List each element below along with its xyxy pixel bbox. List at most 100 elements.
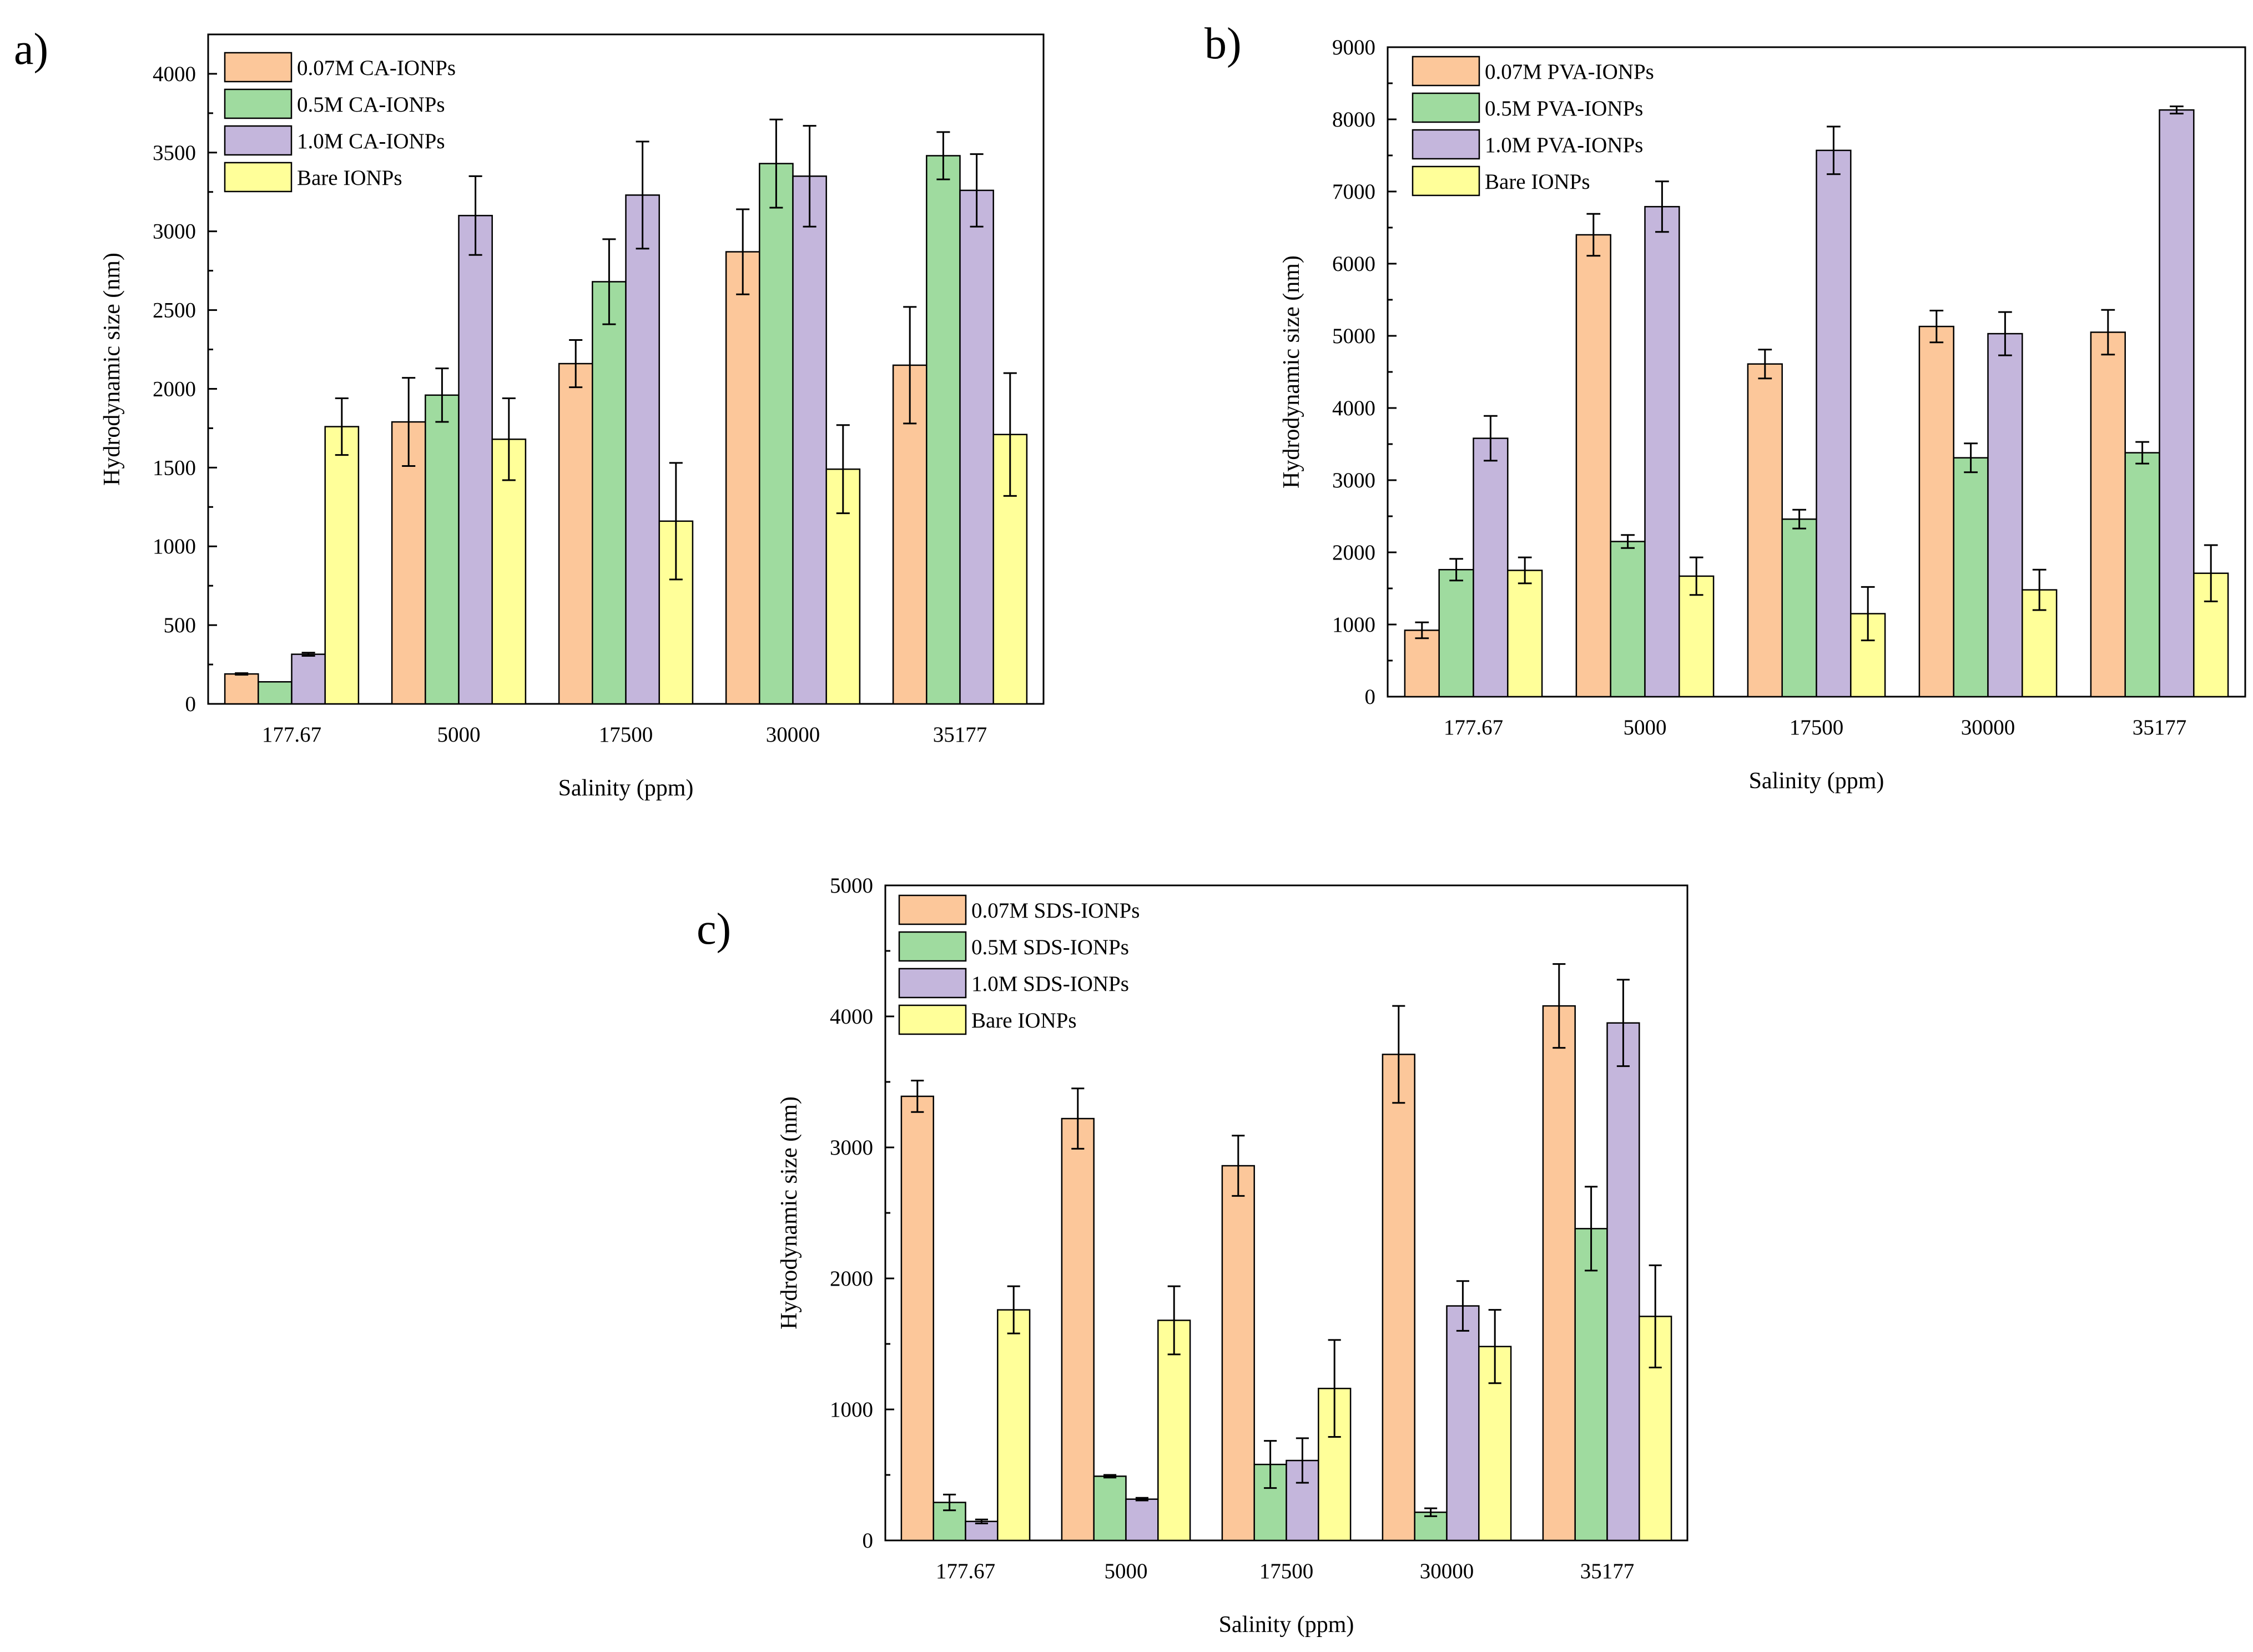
- panel-c-label: c): [697, 905, 731, 954]
- bar: [1093, 1475, 1127, 1542]
- bar: [997, 1309, 1031, 1542]
- x-tick-label: 35177: [933, 723, 987, 747]
- x-tick-label: 177.67: [936, 1559, 995, 1583]
- bar: [1918, 325, 1954, 698]
- y-tick-label: 0: [185, 692, 196, 716]
- x-tick-label: 35177: [1580, 1559, 1635, 1583]
- y-axis-title: Hydrodynamic size (nm): [1279, 255, 1304, 488]
- bar: [792, 175, 827, 705]
- y-axis-title: Hydrodynamic size (nm): [99, 253, 125, 486]
- x-tick-label: 5000: [437, 723, 481, 747]
- y-tick-label: 0: [1365, 685, 1376, 709]
- legend-swatch: [224, 125, 293, 156]
- y-tick-label: 2500: [153, 299, 196, 323]
- bar: [1953, 457, 1989, 698]
- bar: [1438, 568, 1474, 698]
- bar: [965, 1520, 999, 1542]
- bar: [926, 155, 961, 705]
- legend-swatch: [224, 162, 293, 193]
- legend-swatch: [1412, 165, 1480, 197]
- x-tick-label: 35177: [2133, 716, 2187, 739]
- legend-label: Bare IONPs: [1485, 170, 1590, 194]
- x-tick-label: 177.67: [262, 723, 321, 747]
- legend-swatch: [898, 1004, 967, 1035]
- panel-b-label: b): [1204, 19, 1242, 68]
- bar: [1221, 1165, 1255, 1542]
- bar: [1610, 541, 1646, 698]
- bar: [1157, 1319, 1191, 1542]
- bar: [658, 520, 694, 705]
- bar: [2159, 109, 2195, 698]
- y-tick-label: 1000: [830, 1398, 873, 1422]
- bar: [324, 426, 360, 705]
- bar: [759, 163, 794, 705]
- panel-c: c) 0 1000 2000 3000 4000 5000 177.67 5000 17500 3…: [697, 874, 1689, 1638]
- y-tick-label: 7000: [1332, 180, 1375, 204]
- x-tick-label: 5000: [1105, 1559, 1148, 1583]
- x-tick-label: 17500: [1259, 1559, 1314, 1583]
- y-tick-label: 9000: [1332, 36, 1375, 59]
- legend-label: 0.07M CA-IONPs: [297, 56, 456, 80]
- bar: [558, 362, 593, 705]
- legend-label: 0.5M SDS-IONPs: [971, 935, 1129, 959]
- bar: [1574, 1228, 1608, 1542]
- bar: [625, 194, 660, 705]
- x-axis-title: Salinity (ppm): [1749, 768, 1884, 794]
- y-tick-label: 3000: [153, 220, 196, 244]
- y-tick-label: 4000: [153, 62, 196, 86]
- bar: [900, 1095, 934, 1542]
- y-tick-label: 1000: [1332, 613, 1375, 637]
- y-tick-label: 3500: [153, 141, 196, 165]
- y-tick-label: 2000: [830, 1267, 873, 1291]
- panel-a-label: a): [14, 25, 48, 74]
- y-tick-label: 3000: [830, 1136, 873, 1160]
- legend-swatch: [224, 52, 293, 83]
- bar: [491, 439, 527, 705]
- legend-swatch: [1412, 56, 1480, 87]
- bar: [425, 394, 460, 705]
- bar: [1446, 1305, 1480, 1542]
- bar: [1542, 1005, 1576, 1542]
- y-tick-label: 5000: [830, 874, 873, 898]
- x-axis-title: Salinity (ppm): [1219, 1612, 1354, 1638]
- bar: [291, 653, 326, 705]
- legend-label: 0.07M SDS-IONPs: [971, 899, 1140, 923]
- y-tick-label: 8000: [1332, 108, 1375, 132]
- x-tick-label: 30000: [766, 723, 820, 747]
- legend-label: 0.07M PVA-IONPs: [1485, 60, 1654, 84]
- x-axis-title: Salinity (ppm): [558, 775, 694, 801]
- legend-label: Bare IONPs: [297, 166, 402, 190]
- y-tick-label: 3000: [1332, 469, 1375, 492]
- bar: [1987, 333, 2023, 698]
- legend-swatch: [224, 88, 293, 119]
- legend-swatch: [898, 968, 967, 999]
- x-tick-label: 177.67: [1444, 716, 1503, 739]
- bar: [458, 215, 493, 705]
- legend-swatch: [1412, 92, 1480, 123]
- bar: [1644, 206, 1680, 698]
- x-tick-label: 30000: [1420, 1559, 1474, 1583]
- bar: [1747, 363, 1783, 698]
- bar: [1382, 1054, 1415, 1542]
- bar: [1781, 518, 1817, 698]
- legend-label: 1.0M SDS-IONPs: [971, 972, 1129, 996]
- bar: [1061, 1117, 1095, 1542]
- x-tick-label: 30000: [1961, 716, 2015, 739]
- legend-label: 0.5M PVA-IONPs: [1485, 97, 1643, 120]
- y-tick-label: 0: [863, 1529, 874, 1553]
- y-tick-label: 1500: [153, 456, 196, 480]
- bar: [2090, 331, 2126, 698]
- bar: [1575, 234, 1611, 698]
- y-tick-label: 4000: [1332, 396, 1375, 420]
- y-tick-label: 4000: [830, 1005, 873, 1029]
- legend-label: Bare IONPs: [971, 1009, 1077, 1032]
- y-tick-label: 1000: [153, 535, 196, 558]
- legend-swatch: [898, 894, 967, 925]
- bar: [224, 673, 259, 705]
- x-tick-label: 17500: [599, 723, 653, 747]
- bar: [1507, 570, 1543, 698]
- bar: [1473, 437, 1509, 698]
- x-tick-label: 17500: [1790, 716, 1844, 739]
- y-tick-label: 5000: [1332, 324, 1375, 348]
